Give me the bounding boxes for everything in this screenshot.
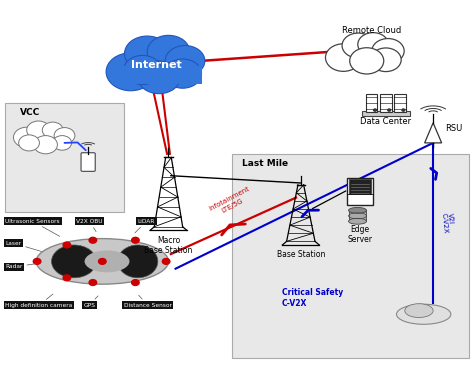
Ellipse shape [405,304,433,318]
Text: Critical Safety
C-V2X: Critical Safety C-V2X [282,288,343,307]
Circle shape [53,135,72,150]
Circle shape [63,242,71,248]
Text: Macro
Base Station: Macro Base Station [144,236,192,255]
Text: GPS: GPS [83,296,98,308]
Circle shape [89,280,97,285]
Circle shape [402,109,405,111]
Polygon shape [425,123,442,143]
Circle shape [147,36,190,68]
Text: VCC: VCC [19,108,40,117]
Text: Data Center: Data Center [360,117,411,126]
Circle shape [388,109,391,111]
Circle shape [164,59,201,88]
Circle shape [342,33,374,58]
Circle shape [63,275,71,281]
Circle shape [42,122,63,138]
FancyBboxPatch shape [362,111,410,116]
Circle shape [350,48,384,74]
Circle shape [27,121,50,139]
Text: Infotainment
LTE/5G: Infotainment LTE/5G [208,186,254,219]
Text: Ultrasonic Sensors: Ultrasonic Sensors [5,219,60,236]
Circle shape [358,33,388,56]
Circle shape [165,45,205,76]
Text: Last Mile: Last Mile [242,159,288,168]
FancyBboxPatch shape [232,154,469,358]
Circle shape [34,135,57,154]
Text: Radar: Radar [5,264,36,269]
FancyBboxPatch shape [112,66,201,84]
Circle shape [89,237,97,243]
Circle shape [371,48,401,72]
Circle shape [374,109,376,111]
Circle shape [372,38,404,63]
Circle shape [54,128,75,143]
Text: Edge
Server: Edge Server [347,225,373,244]
FancyBboxPatch shape [349,179,371,194]
Circle shape [13,127,40,147]
Circle shape [124,55,161,85]
FancyBboxPatch shape [380,94,392,112]
Circle shape [106,53,155,91]
Ellipse shape [118,245,158,278]
FancyBboxPatch shape [394,94,406,112]
FancyBboxPatch shape [5,103,124,212]
FancyBboxPatch shape [347,178,373,205]
Text: Laser: Laser [5,241,42,251]
FancyBboxPatch shape [348,210,366,221]
Text: Base Station: Base Station [277,250,325,259]
Circle shape [125,36,170,71]
Text: V2I
C-V2X: V2I C-V2X [440,212,455,234]
Circle shape [162,258,170,264]
Text: Internet: Internet [131,60,182,70]
FancyBboxPatch shape [366,94,377,112]
Ellipse shape [397,304,451,324]
Text: LiDAR: LiDAR [135,219,155,233]
Ellipse shape [348,219,366,224]
Circle shape [138,61,180,94]
Text: RSU: RSU [445,124,462,133]
Text: V2X OBU: V2X OBU [76,219,103,232]
Ellipse shape [348,208,366,213]
FancyBboxPatch shape [81,153,95,171]
Circle shape [326,44,361,71]
Text: Remote Cloud: Remote Cloud [342,26,401,36]
Circle shape [99,258,106,264]
Text: Distance Sensor: Distance Sensor [124,295,172,308]
Circle shape [132,237,139,243]
Ellipse shape [36,239,168,284]
Text: High definition camera: High definition camera [5,294,73,308]
Circle shape [132,280,139,285]
Circle shape [18,135,39,151]
Ellipse shape [52,245,96,278]
Circle shape [33,258,41,264]
Ellipse shape [84,250,129,272]
